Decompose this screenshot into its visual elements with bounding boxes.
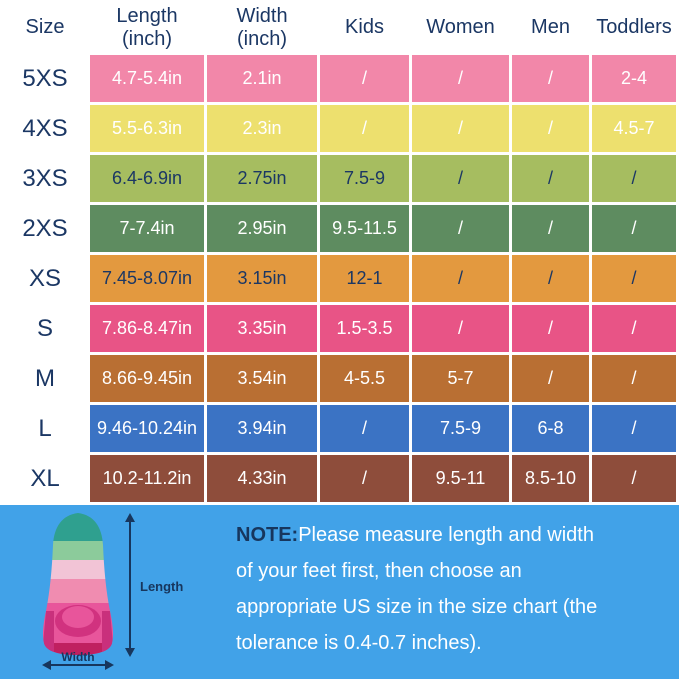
toddlers-cell: / <box>592 155 676 202</box>
size-label-cell: M <box>3 355 87 402</box>
col-header-length: Length (inch) <box>90 3 204 52</box>
col-header-toddlers: Toddlers <box>592 3 676 52</box>
kids-cell: 9.5-11.5 <box>320 205 409 252</box>
men-cell: / <box>512 105 589 152</box>
width-cell: 3.94in <box>207 405 317 452</box>
size-label-cell: 5XS <box>3 55 87 102</box>
table-row: 2XS 7-7.4in 2.95in 9.5-11.5 / / / <box>3 205 676 252</box>
col-header-kids: Kids <box>320 3 409 52</box>
width-cell: 2.75in <box>207 155 317 202</box>
length-label: Length <box>140 579 183 594</box>
men-cell: / <box>512 355 589 402</box>
width-cell: 2.1in <box>207 55 317 102</box>
width-label: Width <box>61 650 94 664</box>
width-cell: 2.3in <box>207 105 317 152</box>
width-cell: 3.54in <box>207 355 317 402</box>
kids-cell: / <box>320 55 409 102</box>
women-cell: / <box>412 305 509 352</box>
size-label-cell: L <box>3 405 87 452</box>
kids-cell: / <box>320 105 409 152</box>
women-cell: 5-7 <box>412 355 509 402</box>
women-cell: / <box>412 105 509 152</box>
note-body: Please measure length and width of your … <box>236 524 598 654</box>
length-cell: 7-7.4in <box>90 205 204 252</box>
col-header-size: Size <box>3 3 87 52</box>
men-cell: / <box>512 205 589 252</box>
size-chart-table: Size Length (inch) Width (inch) Kids Women… <box>3 3 676 502</box>
toddlers-cell: / <box>592 255 676 302</box>
width-cell: 3.15in <box>207 255 317 302</box>
length-cell: 6.4-6.9in <box>90 155 204 202</box>
width-arrowhead-left <box>42 660 51 670</box>
table-row: XS 7.45-8.07in 3.15in 12-1 / / / <box>3 255 676 302</box>
length-cell: 7.45-8.07in <box>90 255 204 302</box>
toddlers-cell: / <box>592 405 676 452</box>
men-cell: 8.5-10 <box>512 455 589 502</box>
toddlers-cell: / <box>592 205 676 252</box>
table-row: L 9.46-10.24in 3.94in / 7.5-9 6-8 / <box>3 405 676 452</box>
women-cell: / <box>412 255 509 302</box>
footer: Length Width NOTE:Please measure length … <box>0 505 679 679</box>
toddlers-cell: 4.5-7 <box>592 105 676 152</box>
width-arrowhead-right <box>105 660 114 670</box>
kids-cell: 7.5-9 <box>320 155 409 202</box>
women-cell: 9.5-11 <box>412 455 509 502</box>
length-cell: 8.66-9.45in <box>90 355 204 402</box>
col-header-width: Width (inch) <box>207 3 317 52</box>
kids-cell: / <box>320 405 409 452</box>
men-cell: / <box>512 255 589 302</box>
fin-blade <box>42 513 114 655</box>
table-row: M 8.66-9.45in 3.54in 4-5.5 5-7 / / <box>3 355 676 402</box>
size-label-cell: 4XS <box>3 105 87 152</box>
table-row: 3XS 6.4-6.9in 2.75in 7.5-9 / / / <box>3 155 676 202</box>
size-label-cell: XS <box>3 255 87 302</box>
kids-cell: / <box>320 455 409 502</box>
length-cell: 7.86-8.47in <box>90 305 204 352</box>
men-cell: / <box>512 155 589 202</box>
women-cell: / <box>412 55 509 102</box>
note: NOTE:Please measure length and width of … <box>236 517 608 661</box>
kids-cell: 1.5-3.5 <box>320 305 409 352</box>
toddlers-cell: 2-4 <box>592 55 676 102</box>
toddlers-cell: / <box>592 355 676 402</box>
length-arrowhead-bottom <box>125 648 135 657</box>
size-label-cell: 3XS <box>3 155 87 202</box>
col-header-women: Women <box>412 3 509 52</box>
women-cell: / <box>412 205 509 252</box>
women-cell: / <box>412 155 509 202</box>
fin-illustration: Length Width <box>42 513 183 670</box>
width-cell: 3.35in <box>207 305 317 352</box>
size-label-cell: XL <box>3 455 87 502</box>
note-label: NOTE: <box>236 524 299 546</box>
length-cell: 4.7-5.4in <box>90 55 204 102</box>
width-cell: 4.33in <box>207 455 317 502</box>
toddlers-cell: / <box>592 305 676 352</box>
kids-cell: 12-1 <box>320 255 409 302</box>
header-row: Size Length (inch) Width (inch) Kids Women… <box>3 3 676 52</box>
men-cell: 6-8 <box>512 405 589 452</box>
men-cell: / <box>512 55 589 102</box>
size-label-cell: 2XS <box>3 205 87 252</box>
length-cell: 9.46-10.24in <box>90 405 204 452</box>
length-cell: 5.5-6.3in <box>90 105 204 152</box>
toddlers-cell: / <box>592 455 676 502</box>
table-row: S 7.86-8.47in 3.35in 1.5-3.5 / / / <box>3 305 676 352</box>
width-cell: 2.95in <box>207 205 317 252</box>
col-header-men: Men <box>512 3 589 52</box>
kids-cell: 4-5.5 <box>320 355 409 402</box>
table-row: XL 10.2-11.2in 4.33in / 9.5-11 8.5-10 / <box>3 455 676 502</box>
fin-foot-opening <box>62 606 94 628</box>
table-row: 5XS 4.7-5.4in 2.1in / / / 2-4 <box>3 55 676 102</box>
size-label-cell: S <box>3 305 87 352</box>
table-row: 4XS 5.5-6.3in 2.3in / / / 4.5-7 <box>3 105 676 152</box>
women-cell: 7.5-9 <box>412 405 509 452</box>
length-cell: 10.2-11.2in <box>90 455 204 502</box>
men-cell: / <box>512 305 589 352</box>
length-arrowhead-top <box>125 513 135 522</box>
